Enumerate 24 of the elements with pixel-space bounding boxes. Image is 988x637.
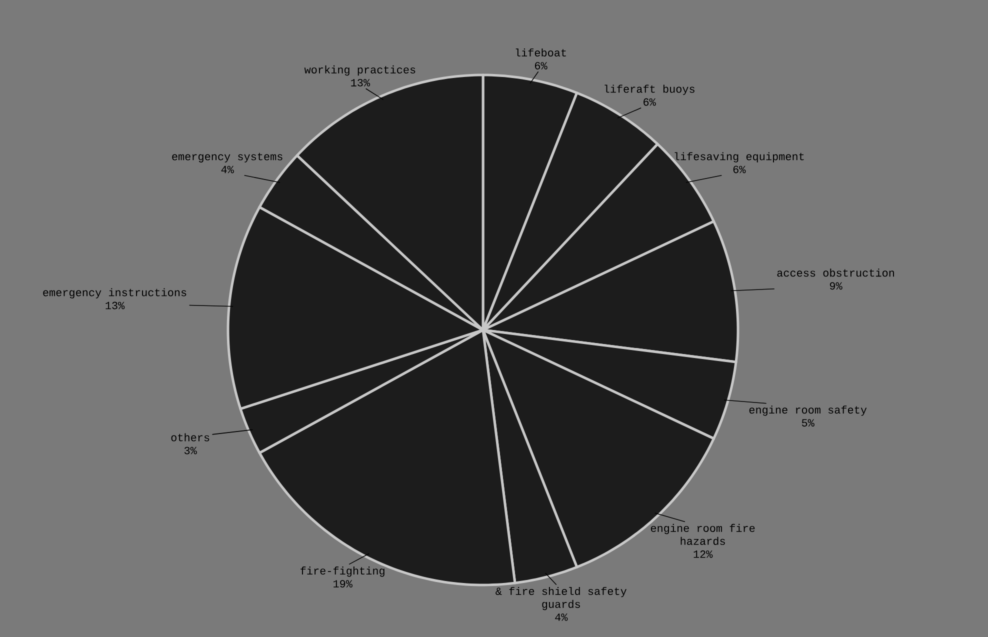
data-label: 6%	[534, 62, 548, 70]
data-label: 3%	[184, 446, 197, 454]
data-label: 5%	[802, 419, 814, 427]
data-label: 13%	[351, 78, 370, 86]
data-label: 4%	[221, 166, 234, 174]
slice-label: emergency systems	[172, 152, 282, 162]
slice-label: liferaft buoys	[604, 84, 694, 95]
data-label: 13%	[106, 302, 125, 310]
data-label: 6%	[733, 166, 746, 174]
slice-label: fire-fighting	[300, 566, 384, 577]
slice-label: lifesaving equipment	[674, 152, 804, 162]
slice-label: engine room fire hazards	[650, 524, 755, 545]
slice-label: emergency instructions	[43, 288, 186, 298]
data-label: 12%	[694, 550, 713, 558]
data-label: 6%	[644, 98, 656, 106]
data-label: 4%	[555, 614, 568, 621]
slice-label: & fire shield safety guards	[496, 586, 627, 610]
slice-label: working practices	[304, 65, 416, 76]
slice-label: access obstruction	[777, 268, 894, 277]
slice-label: lifeboat	[516, 48, 566, 56]
data-label: 9%	[830, 282, 842, 290]
slice-label: others	[171, 433, 210, 442]
slice-label: engine room safety	[749, 406, 867, 416]
data-label: 19%	[334, 580, 352, 588]
